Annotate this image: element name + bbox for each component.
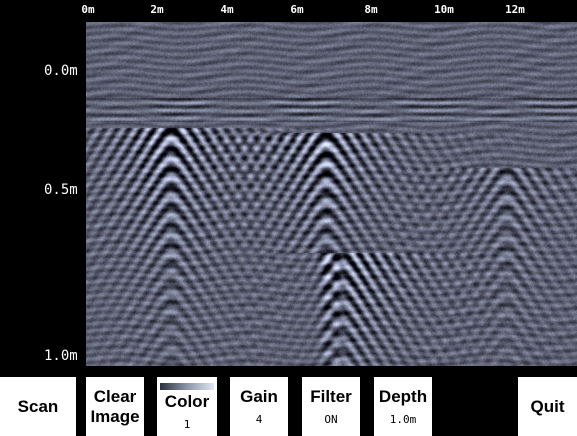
scan-button[interactable]: Scan [0, 377, 76, 436]
gain-value: 4 [256, 413, 263, 426]
ruler-label-6m: 6m [290, 3, 303, 16]
ruler-label-8m: 8m [364, 3, 377, 16]
ruler-label-2m: 2m [150, 3, 163, 16]
color-gradient-swatch [160, 383, 214, 390]
filter-button[interactable]: Filter ON [302, 377, 360, 436]
quit-button[interactable]: Quit [518, 377, 577, 436]
quit-button-label: Quit [531, 397, 565, 417]
color-button[interactable]: Color 1 [157, 377, 217, 436]
depth-label-0.5m: 0.5m [44, 182, 78, 198]
radar-scan-image[interactable] [86, 22, 577, 366]
ruler-label-12m: 12m [505, 3, 525, 16]
ruler-label-0m: 0m [81, 3, 94, 16]
ruler-label-10m: 10m [434, 3, 454, 16]
color-value: 1 [184, 418, 191, 431]
clear-image-button-label: Clear Image [90, 387, 139, 427]
horizontal-ruler: 0m 2m 4m 6m 8m 10m 12m [0, 0, 577, 22]
gain-button[interactable]: Gain 4 [230, 377, 288, 436]
ruler-label-4m: 4m [220, 3, 233, 16]
clear-image-button[interactable]: Clear Image [86, 377, 144, 436]
gain-button-label: Gain [240, 387, 278, 407]
scan-button-label: Scan [18, 397, 59, 417]
filter-value: ON [324, 413, 337, 426]
filter-button-label: Filter [310, 387, 352, 407]
color-button-label: Color [165, 392, 209, 412]
depth-label-0.0m: 0.0m [44, 63, 78, 79]
depth-label-1.0m: 1.0m [44, 348, 78, 364]
depth-button[interactable]: Depth 1.0m [374, 377, 432, 436]
depth-value: 1.0m [390, 413, 417, 426]
depth-button-label: Depth [379, 387, 427, 407]
